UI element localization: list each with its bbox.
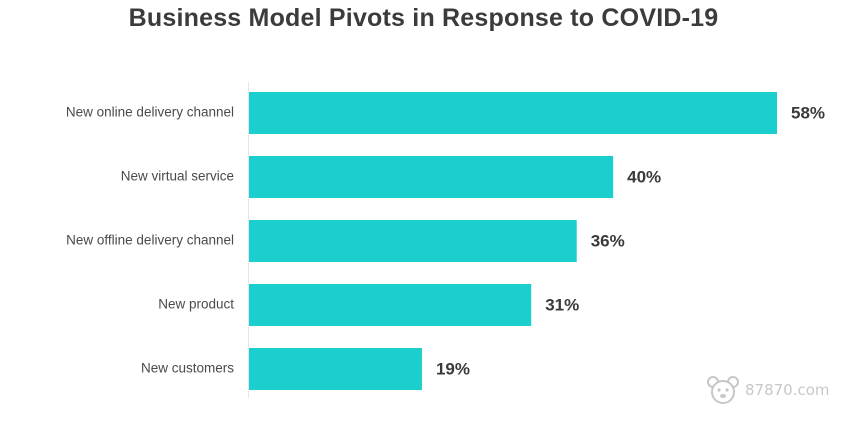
category-label-2: New offline delivery channel [66, 233, 234, 248]
bar-0 [249, 92, 777, 134]
watermark-text: 87870.com [745, 381, 830, 399]
value-label-1: 40% [627, 167, 661, 186]
value-label-2: 36% [591, 231, 625, 250]
watermark: 87870.com [705, 375, 830, 405]
category-label-0: New online delivery channel [66, 105, 234, 120]
bar-2 [249, 220, 577, 262]
bar-4 [249, 348, 422, 390]
bar-1 [249, 156, 614, 198]
bars-group: New online delivery channel 58% New virtua… [66, 92, 825, 390]
value-label-0: 58% [791, 103, 825, 122]
category-label-3: New product [158, 297, 234, 312]
bear-logo-icon [707, 376, 739, 404]
value-label-4: 19% [436, 359, 470, 378]
value-label-3: 31% [545, 295, 579, 314]
bar-3 [249, 284, 532, 326]
category-label-1: New virtual service [121, 169, 234, 184]
category-label-4: New customers [141, 361, 234, 376]
chart-title: Business Model Pivots in Response to COV… [128, 4, 719, 32]
